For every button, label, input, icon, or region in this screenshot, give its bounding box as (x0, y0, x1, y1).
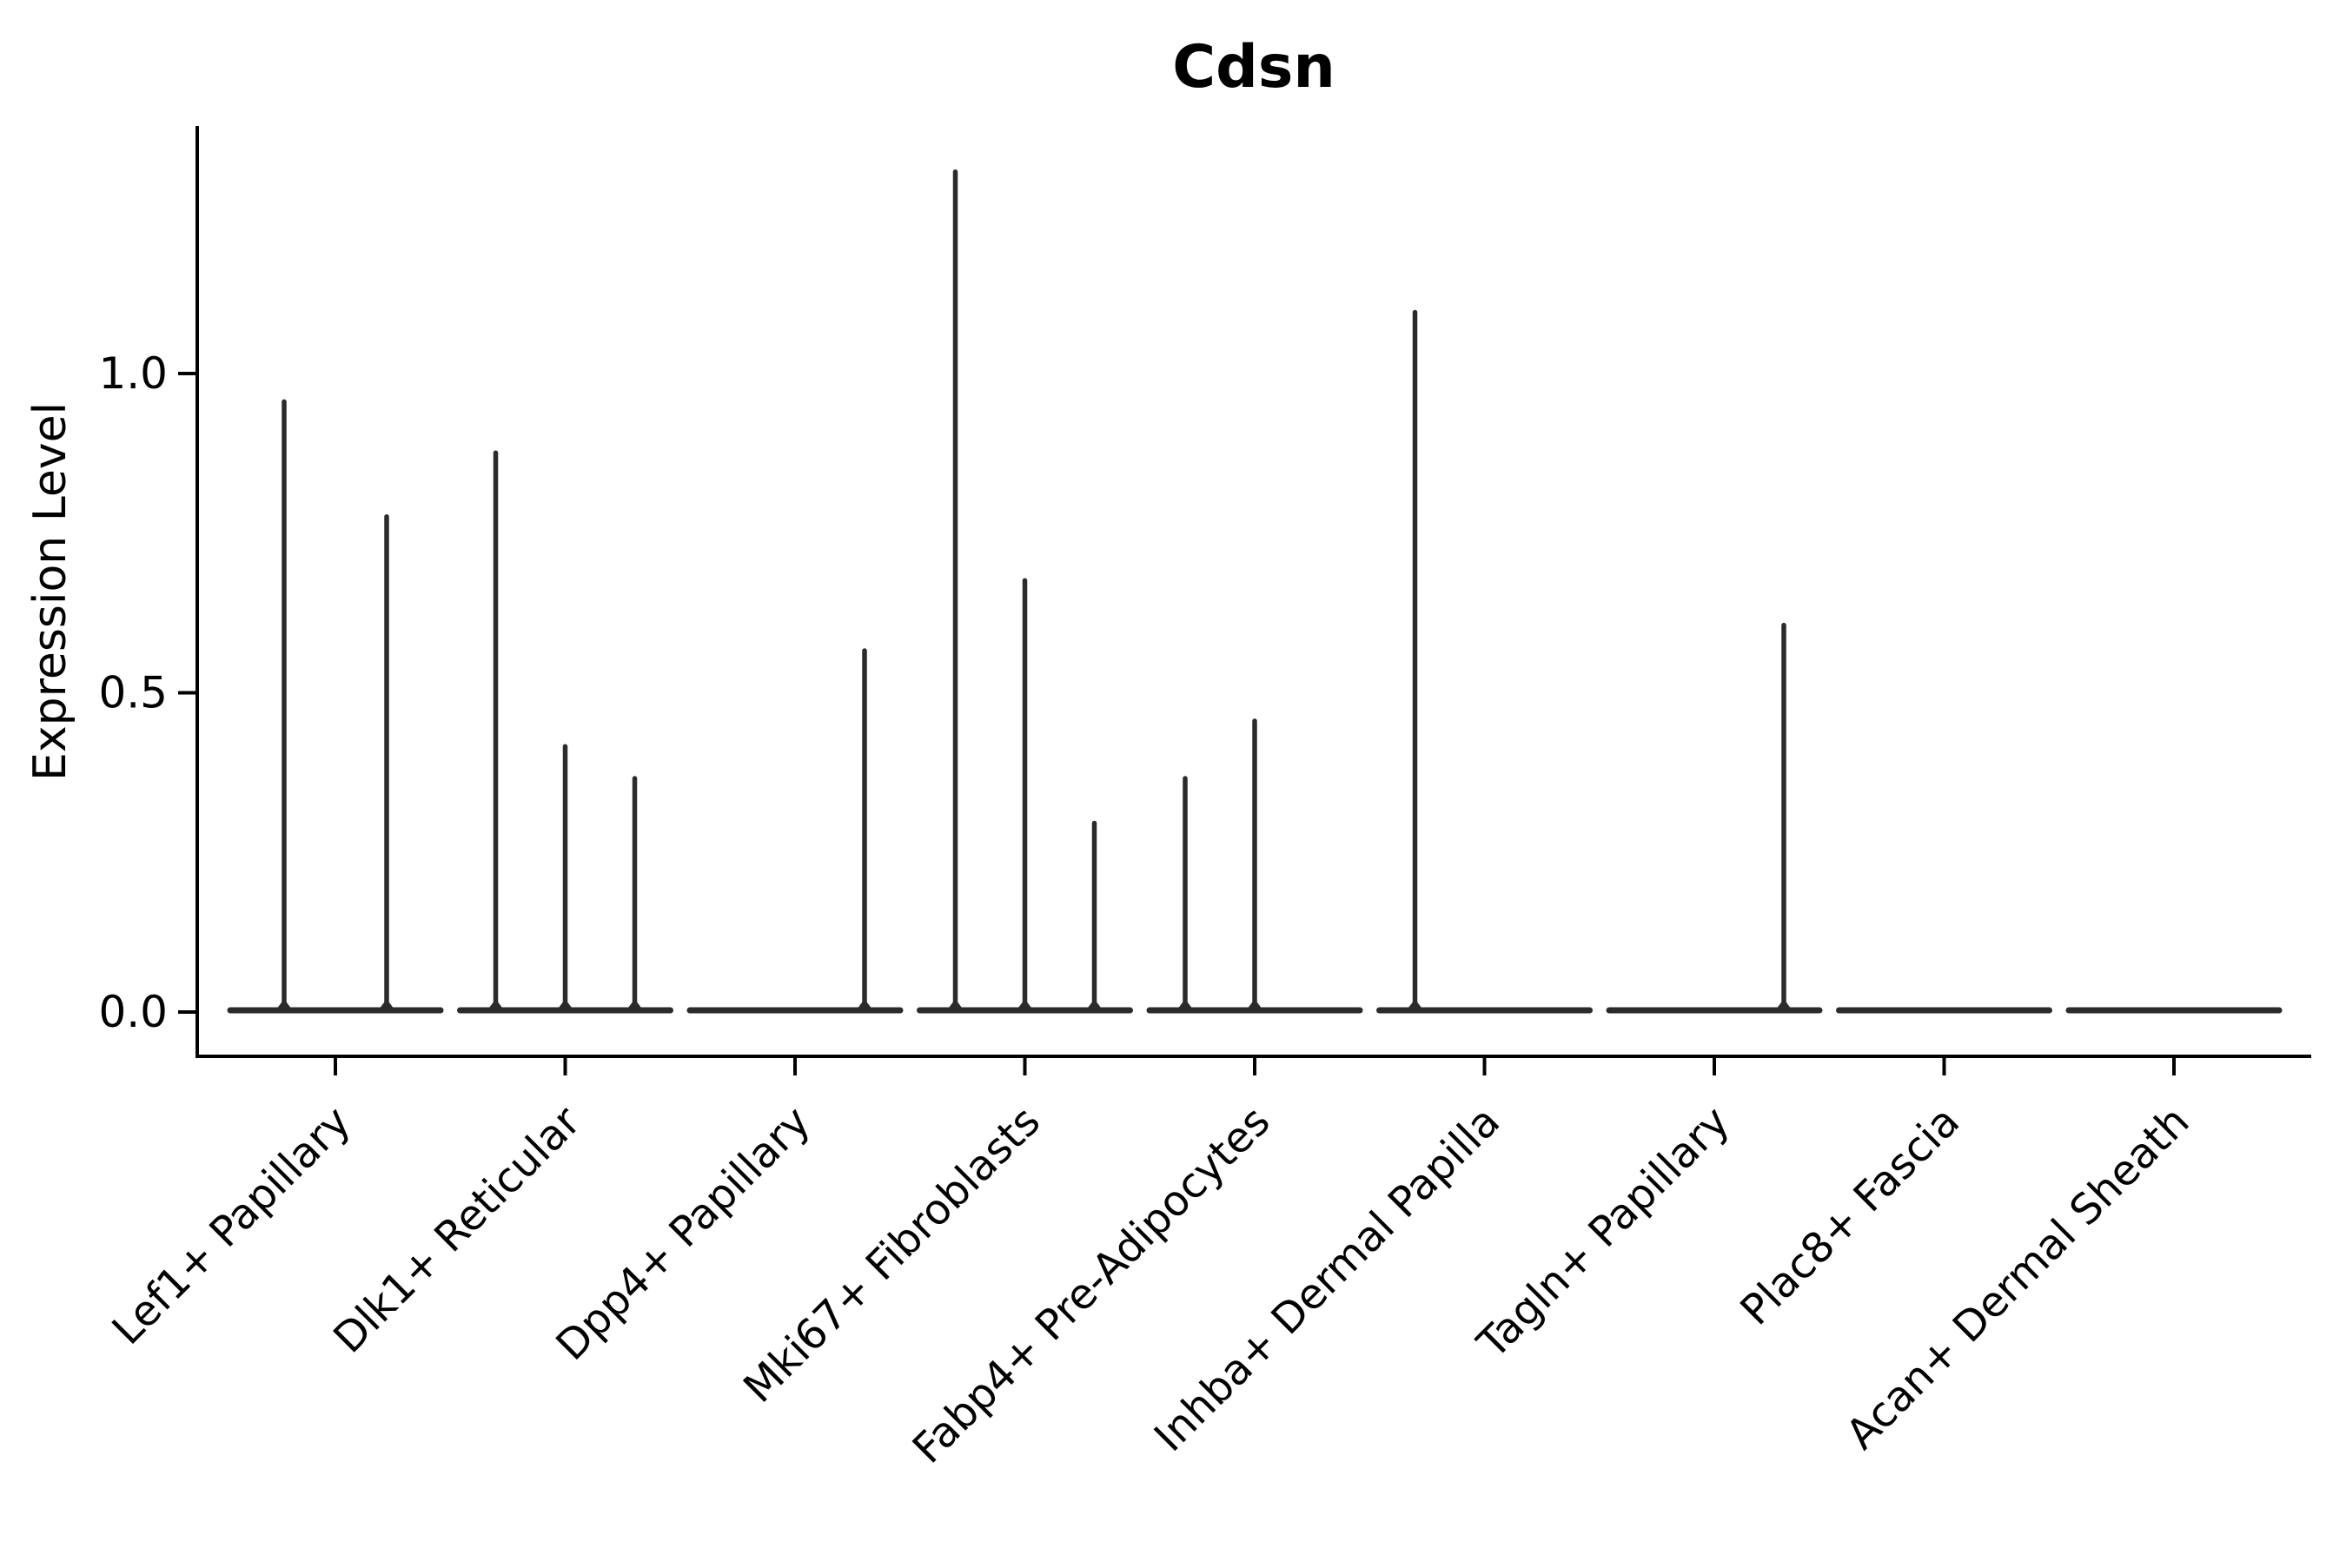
y-axis-label: Expression Level (24, 402, 76, 781)
axes-spines (196, 126, 2311, 1058)
x-ticks (334, 1056, 2176, 1075)
violins (227, 169, 2283, 1014)
y-tick-label: 0.5 (98, 668, 168, 718)
x-tick-label: Lef1+ Papillary (103, 1097, 361, 1354)
x-tick-label: Tagln+ Papillary (1468, 1097, 1739, 1368)
chart-title: Cdsn (1172, 33, 1335, 102)
x-tick-label: Plac8+ Fascia (1731, 1097, 1969, 1335)
x-tick-label: Dpp4+ Papillary (547, 1097, 819, 1370)
y-tick-label: 0.0 (98, 987, 168, 1037)
y-tick-label: 1.0 (98, 348, 168, 399)
x-tick-label: Dlk1+ Reticular (324, 1097, 590, 1363)
y-ticks: 0.0 0.5 1.0 (98, 348, 197, 1037)
